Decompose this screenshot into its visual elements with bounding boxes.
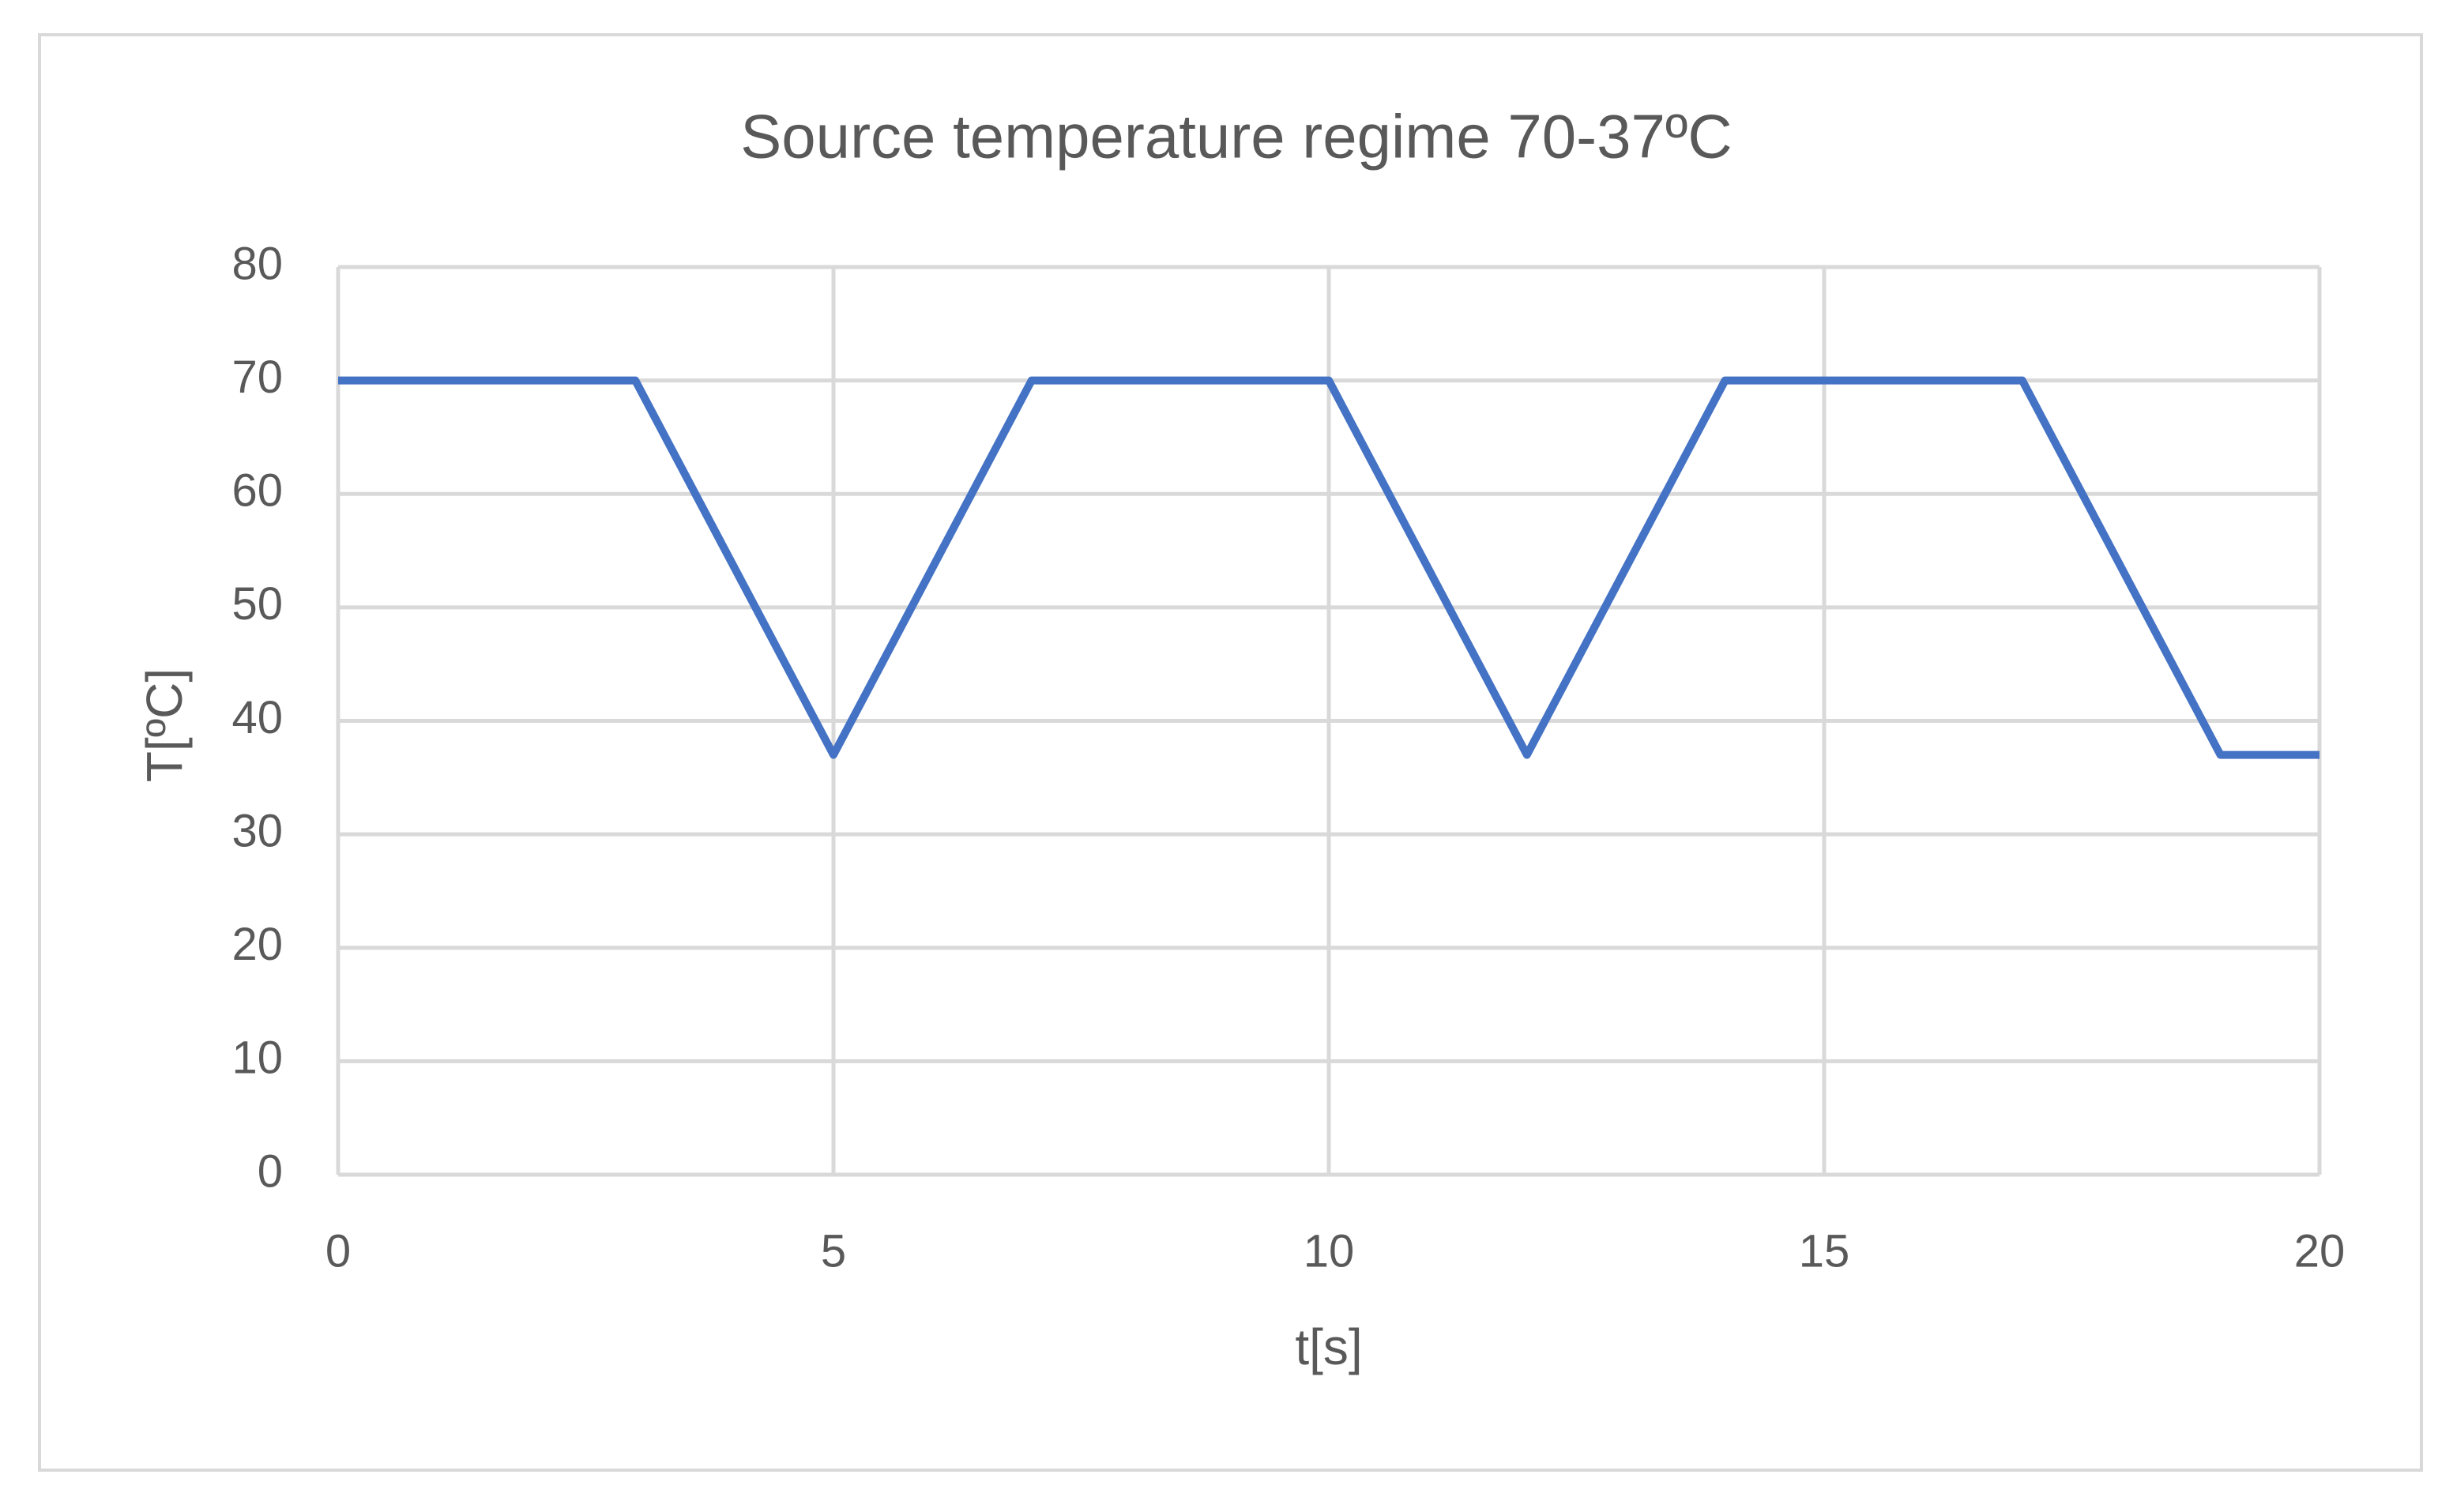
- series-line: [338, 376, 2319, 759]
- x-axis-label: t[s]: [1295, 1318, 1362, 1375]
- y-tick-label: 40: [231, 692, 283, 743]
- chart-border: [38, 33, 2423, 1472]
- y-tick-label: 70: [231, 352, 283, 403]
- y-tick-label: 60: [231, 465, 283, 517]
- x-tick-label: 5: [821, 1225, 846, 1277]
- x-tick-label: 0: [325, 1225, 351, 1277]
- y-tick-label: 10: [231, 1032, 283, 1084]
- y-tick-label: 80: [231, 238, 283, 289]
- y-tick-label: 50: [231, 578, 283, 630]
- y-tick-label: 30: [231, 805, 283, 856]
- x-tick-label: 10: [1304, 1225, 1355, 1277]
- x-tick-label: 15: [1799, 1225, 1850, 1277]
- chart-title: Source temperature regime 70-37ºC: [740, 102, 1732, 171]
- y-tick-label: 20: [231, 919, 283, 970]
- y-axis-label: T[ºC]: [136, 668, 193, 782]
- y-tick-label: 0: [258, 1145, 283, 1197]
- x-tick-label: 20: [2294, 1225, 2346, 1277]
